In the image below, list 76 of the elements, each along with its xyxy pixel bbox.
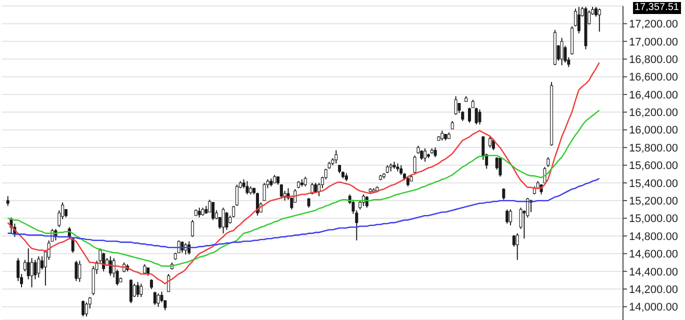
- candlestick: [280, 184, 283, 198]
- y-tick-label: 15,600.00: [629, 160, 678, 172]
- y-tick-label: 16,000.00: [629, 124, 678, 137]
- y-tick-label: 16,800.00: [629, 54, 678, 66]
- candlestick: [71, 238, 74, 254]
- candlestick: [167, 274, 170, 292]
- candlestick: [78, 260, 82, 282]
- candlestick: [153, 291, 156, 306]
- y-tick-label: 15,000.00: [629, 213, 678, 226]
- candlestick: [262, 182, 266, 202]
- candlestick: [156, 292, 160, 308]
- candlestick: [577, 6, 580, 34]
- y-tick-label: 16,400.00: [629, 89, 678, 102]
- candlestick: [132, 283, 136, 298]
- candlestick: [598, 8, 601, 32]
- candlestick: [334, 150, 338, 164]
- candlestick: [454, 96, 458, 116]
- y-tick-label: 17,000.00: [629, 36, 678, 48]
- candlestick: [488, 136, 492, 148]
- y-tick-label: 15,400.00: [629, 178, 678, 190]
- candlestick: [82, 300, 85, 317]
- candlestick: [235, 184, 238, 206]
- candlestick: [406, 176, 410, 187]
- candlestick: [424, 148, 427, 162]
- candlestick: [307, 197, 310, 208]
- y-tick-label: 15,800.00: [629, 142, 678, 154]
- candlestick: [225, 212, 228, 230]
- candlestick: [34, 259, 37, 280]
- y-tick-label: 14,800.00: [629, 230, 678, 243]
- candlestick: [30, 258, 34, 288]
- y-tick-label: 16,600.00: [629, 72, 678, 84]
- candlestick: [246, 180, 249, 195]
- candlestick: [502, 188, 506, 200]
- candlestick: [177, 240, 180, 254]
- candlestick: [478, 108, 482, 126]
- line-series: [7, 110, 600, 267]
- candlestick: [546, 156, 550, 168]
- y-tick-label: 16,200.00: [629, 107, 678, 120]
- candlestick: [102, 252, 106, 272]
- candlestick: [222, 207, 225, 234]
- candlestick: [129, 278, 132, 304]
- candlestick: [413, 154, 416, 174]
- candlestick: [400, 164, 403, 176]
- candlestick: [256, 192, 259, 216]
- candlestick: [136, 281, 140, 298]
- text: 17,357.51: [632, 2, 681, 14]
- candlestick: [420, 150, 424, 160]
- candlestick: [26, 248, 30, 280]
- candlestick: [509, 208, 512, 226]
- candlestick: [506, 208, 509, 224]
- candlestick: [516, 232, 519, 260]
- y-tick-label: 14,000.00: [629, 302, 678, 314]
- candlestick: [304, 176, 307, 187]
- y-tick-label: 14,400.00: [629, 266, 678, 278]
- candlestick: [140, 283, 143, 298]
- candlestick: [512, 234, 516, 248]
- candlestick: [492, 138, 495, 151]
- candlestick: [108, 256, 112, 276]
- candlestick: [23, 259, 26, 272]
- line-series: [7, 62, 600, 284]
- y-tick-label: 15,200.00: [629, 195, 678, 208]
- candlestick: [212, 202, 215, 221]
- y-tick-label: 14,600.00: [629, 248, 678, 261]
- candlestick: [37, 256, 40, 278]
- candlestick: [498, 156, 502, 178]
- y-tick-label: 17,200.00: [629, 18, 678, 31]
- candlestick: [560, 37, 564, 66]
- candlestick: [198, 207, 201, 218]
- candlestick: [434, 147, 437, 158]
- candlestick: [190, 220, 194, 238]
- y-tick-label: 14,200.00: [629, 284, 678, 296]
- candlestick: [6, 196, 10, 206]
- candlestick: [150, 278, 153, 290]
- candlestick: [74, 260, 78, 282]
- candlestick: [461, 110, 464, 122]
- candlestick: [440, 130, 444, 141]
